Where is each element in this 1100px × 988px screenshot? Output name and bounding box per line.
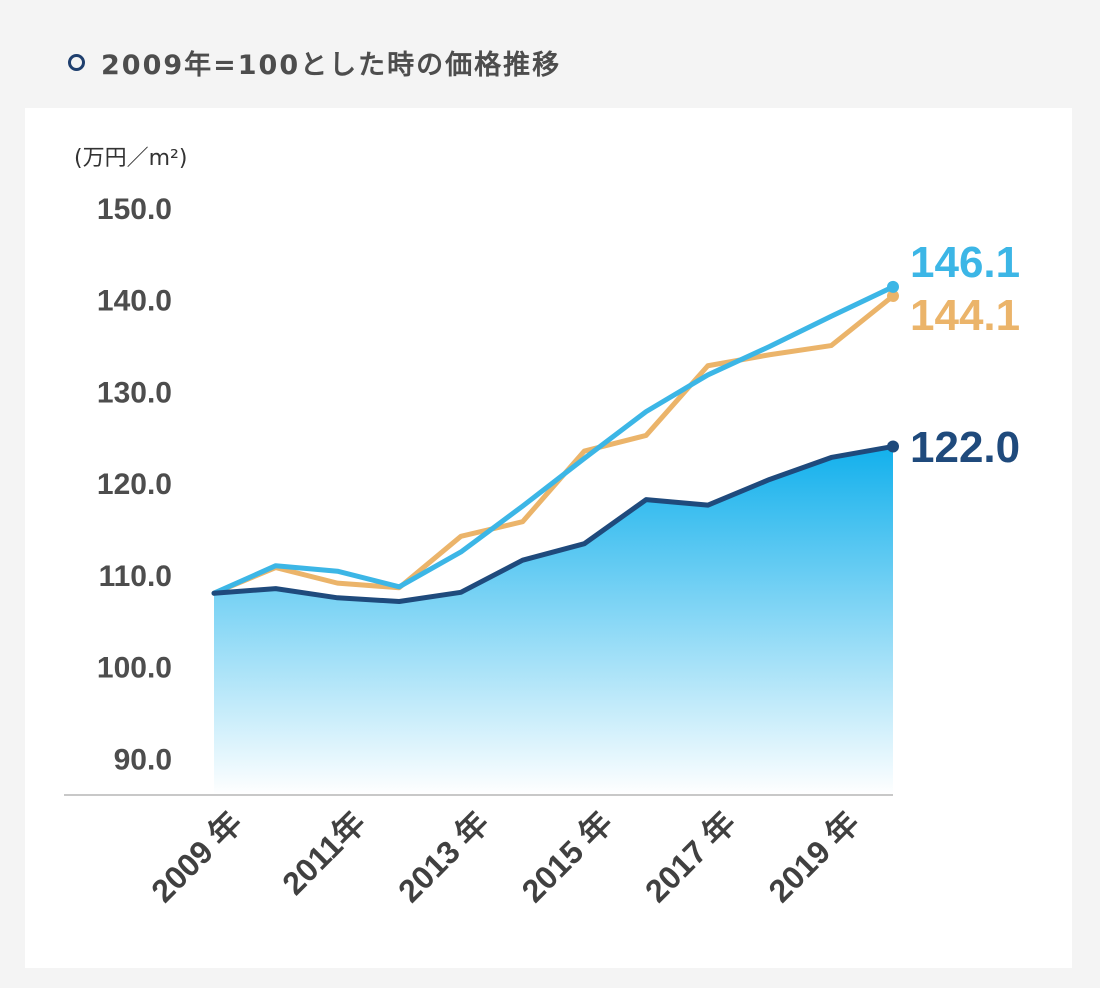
x-tick-label: 2015 年: [515, 804, 620, 909]
x-axis-ticks: 2009 年 2011年 2013 年 2015 年 2017 年 2019 年: [144, 804, 866, 909]
series-end-point-orange: [887, 290, 899, 303]
bullet-circle-icon: [68, 53, 85, 71]
series-end-point-light: [887, 280, 899, 293]
area-layer: [214, 446, 893, 795]
y-tick-label: 140.0: [97, 285, 172, 318]
series-lines: [211, 280, 899, 604]
end-label-orange: 144.1: [910, 291, 1020, 340]
end-label-light: 146.1: [910, 238, 1020, 287]
y-axis-unit-label: (万円／m²): [74, 146, 188, 171]
series-area-fill: [214, 446, 893, 795]
y-axis-ticks: 150.0 140.0 130.0 120.0 110.0 100.0 90.0: [97, 193, 172, 776]
chart-panel: [25, 108, 1072, 968]
series-end-point-dark: [887, 440, 899, 453]
x-tick-label: 2011年: [275, 804, 372, 901]
series-line-light: [211, 284, 896, 596]
y-tick-label: 90.0: [114, 743, 172, 776]
chart-title: 2009年=100とした時の価格推移: [101, 49, 562, 81]
y-tick-label: 130.0: [97, 376, 172, 409]
y-tick-label: 120.0: [97, 468, 172, 501]
series-line-dark: [211, 443, 896, 604]
chart-header: 2009年=100とした時の価格推移: [68, 42, 561, 82]
x-tick-label: 2019 年: [762, 804, 867, 909]
y-tick-label: 100.0: [97, 652, 172, 685]
series-line-orange: [211, 293, 896, 596]
x-tick-label: 2009 年: [144, 804, 249, 909]
x-tick-label: 2013 年: [391, 804, 496, 909]
end-label-dark: 122.0: [910, 423, 1020, 472]
y-tick-label: 110.0: [99, 560, 172, 593]
y-tick-label: 150.0: [97, 193, 172, 226]
x-tick-label: 2017 年: [638, 804, 743, 909]
